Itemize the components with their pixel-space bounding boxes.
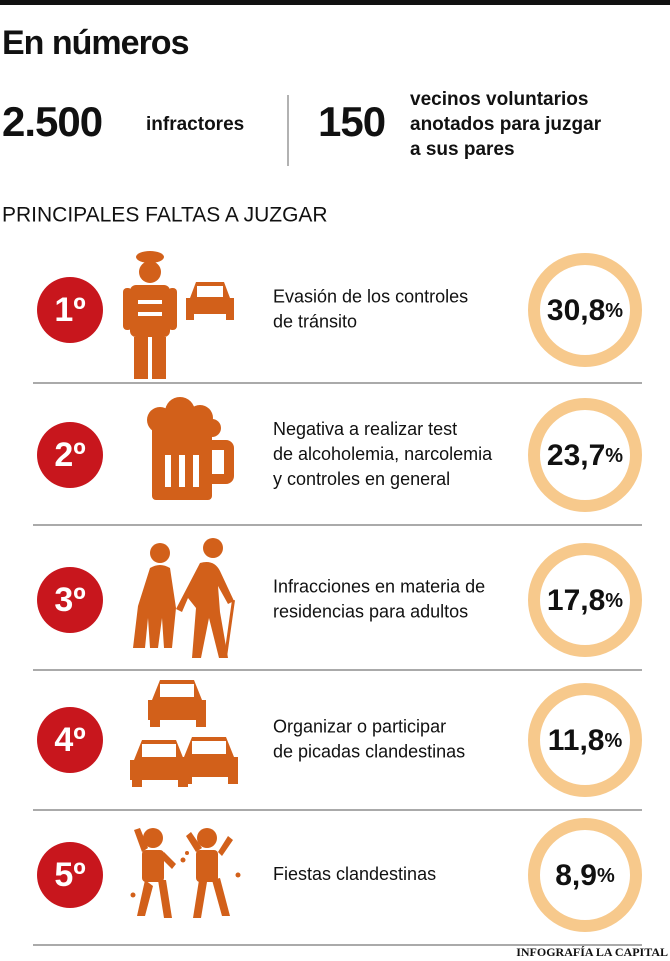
section-title: PRINCIPALES FALTAS A JUZGAR (2, 204, 328, 227)
footer: INFOGRAFÍA LA CAPITAL (516, 945, 668, 959)
fault-description: y controles en general (273, 469, 450, 489)
fault-description: de alcoholemia, narcolemia (273, 444, 493, 464)
rank: 3º (54, 581, 85, 619)
unit: % (604, 730, 622, 752)
percent-value: 23,7% (547, 439, 623, 472)
stat-label: a sus pares (410, 139, 515, 160)
percent-value: 17,8% (547, 584, 623, 617)
value: 11,8 (548, 724, 605, 757)
party-icon (130, 828, 241, 918)
stat-label: anotados para juzgar (410, 114, 602, 135)
stat-number: 2.500 (2, 98, 102, 145)
fault-description: Fiestas clandestinas (273, 864, 436, 884)
officer-icon (123, 251, 234, 379)
fault-description: Evasión de los controles (273, 286, 468, 306)
rank-badge (37, 277, 103, 343)
fault-description: Organizar o participar (273, 716, 446, 736)
fault-description: de tránsito (273, 311, 357, 331)
percent-value: 30,8% (547, 294, 623, 327)
percent-ring (528, 818, 642, 932)
beer-icon (147, 397, 234, 500)
fault-description: de picadas clandestinas (273, 741, 465, 761)
rank-badge (37, 707, 103, 773)
value: 23,7 (547, 439, 605, 472)
stat-label: vecinos voluntarios (410, 89, 588, 110)
percent-ring (528, 253, 642, 367)
value: 8,9 (555, 859, 597, 892)
rank-badge (37, 422, 103, 488)
rank: 4º (54, 721, 85, 759)
stat-number: 150 (318, 98, 385, 145)
unit: % (605, 445, 623, 467)
rank: 1º (54, 291, 85, 329)
rank: 2º (54, 436, 85, 474)
percent-ring (528, 398, 642, 512)
icons (123, 251, 241, 918)
top-rule (0, 0, 670, 5)
cars-icon (130, 680, 238, 787)
rank-badge (37, 842, 103, 908)
percent-value: 8,9% (555, 859, 615, 892)
unit: % (597, 865, 615, 887)
stat-label: infractores (146, 114, 244, 135)
percent-ring (528, 543, 642, 657)
rank-badge (37, 567, 103, 633)
title: En números (2, 24, 189, 62)
fault-description: residencias para adultos (273, 601, 468, 621)
elderly-icon (133, 538, 235, 658)
unit: % (605, 590, 623, 612)
rank: 5º (54, 856, 85, 894)
percent-ring (528, 683, 642, 797)
value: 17,8 (547, 584, 605, 617)
fault-description: Infracciones en materia de (273, 576, 485, 596)
unit: % (605, 300, 623, 322)
fault-description: Negativa a realizar test (273, 419, 457, 439)
value: 30,8 (547, 294, 605, 327)
percent-value: 11,8% (548, 724, 623, 757)
